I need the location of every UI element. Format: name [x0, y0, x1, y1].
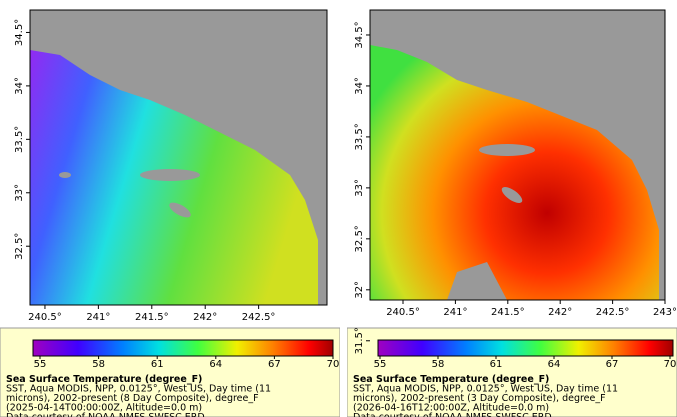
- colorbar-tick-label: 61: [151, 359, 164, 370]
- island: [447, 262, 507, 300]
- y-tick-label: 33.5°: [354, 123, 365, 150]
- legend-line: SST, Aqua MODIS, NPP, 0.0125°, West US, …: [353, 384, 618, 395]
- x-tick-label: 242.5°: [242, 312, 276, 323]
- x-tick-label: 241°: [443, 307, 467, 318]
- legend-line: Data courtesy of NOAA NMFS SWFSC ERD: [353, 412, 552, 417]
- island: [169, 202, 191, 218]
- colorbar-tick-label: 67: [606, 359, 619, 370]
- colorbar-tick-label: 70: [664, 359, 677, 370]
- y-tick-label: 32.5°: [354, 225, 365, 252]
- colorbar-tick-label: 64: [548, 359, 561, 370]
- y-tick-label: 33.5°: [14, 126, 25, 153]
- island: [501, 186, 523, 204]
- y-tick-label: 34.5°: [354, 21, 365, 48]
- legend-line: microns), 2002-present (3 Day Composite)…: [353, 393, 606, 404]
- island: [479, 144, 535, 156]
- colorbar-tick-label: 64: [209, 359, 222, 370]
- map-panel: 34.5° 34° 33.5° 33° 32.5° 32° 31.5° 240.5° 241° 2…: [347, 9, 677, 417]
- map-panel: 34.5° 34° 33.5° 33° 32.5° 240.5° 241° 241.5° 242…: [0, 9, 340, 417]
- y-tick-label: 31.5°: [354, 327, 365, 354]
- colorbar: [377, 339, 674, 357]
- x-tick-label: 240.5°: [28, 312, 62, 323]
- colorbar-tick-label: 55: [374, 359, 387, 370]
- plot-frame: [29, 9, 328, 306]
- x-tick-label: 241°: [86, 312, 110, 323]
- colorbar-tick-label: 67: [268, 359, 281, 370]
- x-tick-label: 241.5°: [491, 307, 525, 318]
- y-tick-label: 32°: [354, 281, 365, 299]
- y-tick-label: 32.5°: [14, 233, 25, 260]
- land: [30, 10, 327, 305]
- legend-line: SST, Aqua MODIS, NPP, 0.0125°, West US, …: [6, 384, 271, 395]
- y-tick-label: 34°: [354, 77, 365, 95]
- legend-title: Sea Surface Temperature (degree_F): [6, 374, 202, 385]
- y-tick-label: 34°: [14, 77, 25, 95]
- colorbar-tick-label: 58: [92, 359, 105, 370]
- x-tick-label: 242°: [548, 307, 572, 318]
- colorbar: [32, 339, 334, 357]
- colorbar-tick-label: 70: [327, 359, 340, 370]
- island: [140, 169, 200, 181]
- x-tick-label: 242.5°: [596, 307, 630, 318]
- x-tick-label: 242°: [193, 312, 217, 323]
- legend-line: Data courtesy of NOAA NMFS SWFSC ERD: [6, 412, 205, 417]
- x-tick-label: 240.5°: [386, 307, 420, 318]
- y-tick-label: 33°: [354, 179, 365, 197]
- y-tick-label: 33°: [14, 184, 25, 202]
- x-tick-label: 241.5°: [135, 312, 169, 323]
- legend-line: microns), 2002-present (8 Day Composite)…: [6, 393, 259, 404]
- colorbar-tick-label: 55: [34, 359, 47, 370]
- legend-title: Sea Surface Temperature (degree_F): [353, 374, 549, 385]
- colorbar-tick-label: 61: [490, 359, 503, 370]
- colorbar-tick-label: 58: [432, 359, 445, 370]
- x-tick-label: 243°: [653, 307, 677, 318]
- legend-line: (2025-04-14T00:00:00Z, Altitude=0.0 m): [6, 403, 202, 414]
- y-tick-label: 34.5°: [14, 19, 25, 46]
- land: [370, 10, 665, 300]
- plot-frame: [369, 9, 666, 301]
- legend-line: (2026-04-16T12:00:00Z, Altitude=0.0 m): [353, 403, 549, 414]
- island: [59, 172, 71, 178]
